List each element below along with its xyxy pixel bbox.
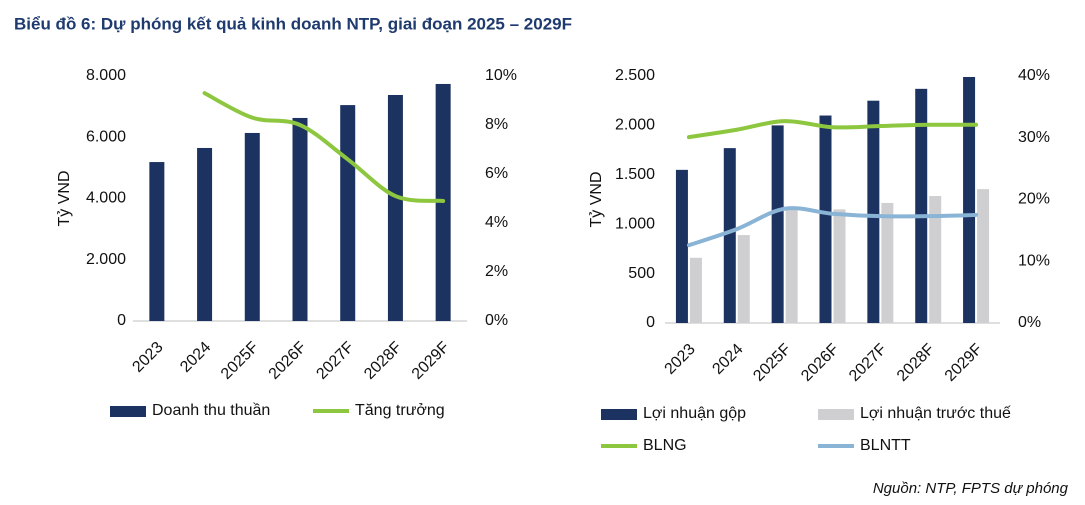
y-tick-label: 500 xyxy=(628,265,655,282)
y-tick-label: 0 xyxy=(117,312,126,329)
y-tick-label: 4.000 xyxy=(86,190,126,207)
bar xyxy=(244,132,260,321)
y2-tick-label: 0% xyxy=(485,312,508,329)
line-series xyxy=(686,119,979,140)
bar xyxy=(689,257,702,323)
x-tick-label: 2023 xyxy=(662,341,699,378)
x-tick-label: 2025F xyxy=(218,339,262,383)
bar xyxy=(785,207,798,323)
x-tick-label: 2023 xyxy=(129,339,166,376)
legend-label: Lợi nhuận gộp xyxy=(643,405,746,422)
y-tick-label: 2.500 xyxy=(615,67,655,84)
legend-label: Doanh thu thuần xyxy=(152,402,270,419)
bar xyxy=(340,105,356,321)
bar xyxy=(915,88,928,324)
y2-tick-label: 8% xyxy=(485,116,508,133)
legend-swatch xyxy=(818,409,854,420)
y2-tick-label: 10% xyxy=(485,67,517,84)
y2-tick-label: 4% xyxy=(485,214,508,231)
y-tick-label: 2.000 xyxy=(615,117,655,134)
x-tick-label: 2027F xyxy=(313,339,357,383)
y2-tick-label: 6% xyxy=(485,165,508,182)
bar xyxy=(771,125,784,324)
legend-label: BLNG xyxy=(643,437,687,454)
y-axis-label: Tỷ VND xyxy=(588,172,605,228)
bar xyxy=(723,148,736,323)
y-tick-label: 2.000 xyxy=(86,251,126,268)
bar xyxy=(867,100,880,323)
x-tick-label: 2028F xyxy=(894,341,938,385)
bar xyxy=(833,209,846,323)
x-tick-label: 2025F xyxy=(750,341,794,385)
figure-title: Biểu đồ 6: Dự phóng kết quả kinh doanh N… xyxy=(14,14,572,33)
x-tick-label: 2029F xyxy=(942,341,986,385)
bar xyxy=(197,147,213,321)
bar xyxy=(675,169,688,323)
x-tick-label: 2024 xyxy=(177,339,214,376)
x-tick-label: 2026F xyxy=(798,341,842,385)
legend-label: Tăng trưởng xyxy=(355,402,445,419)
legend-swatch xyxy=(110,406,146,417)
line-series xyxy=(686,206,979,248)
y-tick-label: 0 xyxy=(646,314,655,331)
x-tick-label: 2026F xyxy=(266,339,310,383)
bar xyxy=(819,115,832,324)
bar xyxy=(387,94,403,321)
source-note: Nguồn: NTP, FPTS dự phóng xyxy=(873,480,1069,497)
y-axis-label: Tỷ VND xyxy=(56,171,73,227)
bar xyxy=(149,162,165,321)
y2-tick-label: 10% xyxy=(1018,252,1050,269)
legend-label: Lợi nhuận trước thuế xyxy=(860,405,1011,422)
legend-label: BLNTT xyxy=(860,437,911,454)
line-series xyxy=(202,91,446,203)
y2-tick-label: 30% xyxy=(1018,129,1050,146)
y2-tick-label: 40% xyxy=(1018,67,1050,84)
y-tick-label: 6.000 xyxy=(86,128,126,145)
bar xyxy=(977,189,990,323)
y-tick-label: 1.000 xyxy=(615,215,655,232)
y2-tick-label: 2% xyxy=(485,263,508,280)
y2-tick-label: 20% xyxy=(1018,191,1050,208)
x-tick-label: 2024 xyxy=(709,341,746,378)
y2-tick-label: 0% xyxy=(1018,314,1041,331)
legend-swatch xyxy=(601,409,637,420)
y-tick-label: 8.000 xyxy=(86,67,126,84)
bar xyxy=(881,202,894,323)
x-tick-label: 2027F xyxy=(846,341,890,385)
bar xyxy=(292,117,308,321)
x-tick-label: 2029F xyxy=(409,339,453,383)
bar xyxy=(737,235,750,323)
x-tick-label: 2028F xyxy=(361,339,405,383)
bar xyxy=(963,76,976,323)
y-tick-label: 1.500 xyxy=(615,166,655,183)
bar xyxy=(929,196,942,323)
